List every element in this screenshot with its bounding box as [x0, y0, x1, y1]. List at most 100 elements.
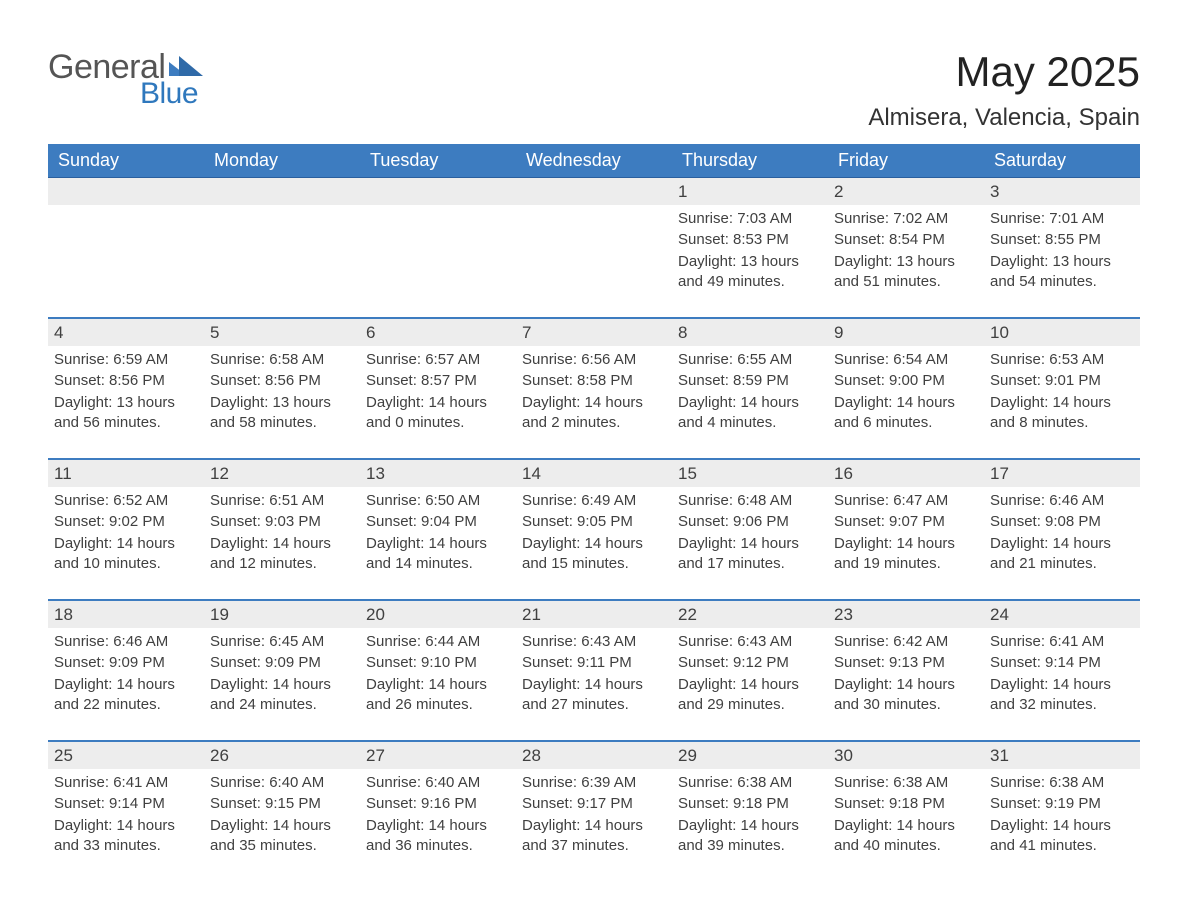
day-number: 18 — [48, 601, 204, 628]
daylight-text: Daylight: 14 hours and 30 minutes. — [834, 675, 978, 716]
sunset-text: Sunset: 9:09 PM — [54, 653, 198, 673]
day-number: 11 — [48, 460, 204, 487]
calendar: Sunday Monday Tuesday Wednesday Thursday… — [48, 144, 1140, 867]
day-cell: 5Sunrise: 6:58 AMSunset: 8:56 PMDaylight… — [204, 319, 360, 444]
sunset-text: Sunset: 9:19 PM — [990, 794, 1134, 814]
sunset-text: Sunset: 8:56 PM — [54, 371, 198, 391]
sunrise-text: Sunrise: 6:56 AM — [522, 350, 666, 370]
sunrise-text: Sunrise: 6:40 AM — [366, 773, 510, 793]
sunrise-text: Sunrise: 6:49 AM — [522, 491, 666, 511]
weekday-header: Sunday — [48, 144, 204, 177]
day-cell — [516, 178, 672, 303]
sunrise-text: Sunrise: 6:43 AM — [522, 632, 666, 652]
sunrise-text: Sunrise: 6:48 AM — [678, 491, 822, 511]
sunset-text: Sunset: 9:01 PM — [990, 371, 1134, 391]
sunrise-text: Sunrise: 6:58 AM — [210, 350, 354, 370]
day-cell: 29Sunrise: 6:38 AMSunset: 9:18 PMDayligh… — [672, 742, 828, 867]
daylight-text: Daylight: 14 hours and 4 minutes. — [678, 393, 822, 434]
sunrise-text: Sunrise: 6:41 AM — [990, 632, 1134, 652]
sunrise-text: Sunrise: 6:46 AM — [990, 491, 1134, 511]
day-number: 31 — [984, 742, 1140, 769]
day-cell: 8Sunrise: 6:55 AMSunset: 8:59 PMDaylight… — [672, 319, 828, 444]
daylight-text: Daylight: 14 hours and 8 minutes. — [990, 393, 1134, 434]
day-cell: 25Sunrise: 6:41 AMSunset: 9:14 PMDayligh… — [48, 742, 204, 867]
day-cell: 3Sunrise: 7:01 AMSunset: 8:55 PMDaylight… — [984, 178, 1140, 303]
day-body: Sunrise: 6:46 AMSunset: 9:08 PMDaylight:… — [990, 491, 1134, 574]
sunrise-text: Sunrise: 6:47 AM — [834, 491, 978, 511]
daylight-text: Daylight: 14 hours and 14 minutes. — [366, 534, 510, 575]
sunrise-text: Sunrise: 6:53 AM — [990, 350, 1134, 370]
daylight-text: Daylight: 14 hours and 32 minutes. — [990, 675, 1134, 716]
sunset-text: Sunset: 9:09 PM — [210, 653, 354, 673]
day-cell: 16 Sunrise: 6:47 AMSunset: 9:07 PMDayligh… — [828, 460, 984, 585]
page-header-row: General Blue May 2025 Almisera, Valencia… — [48, 48, 1140, 132]
logo-word-blue: Blue — [140, 77, 203, 111]
day-number: 4 — [48, 319, 204, 346]
sunset-text: Sunset: 8:58 PM — [522, 371, 666, 391]
daylight-text: Daylight: 13 hours and 54 minutes. — [990, 252, 1134, 293]
day-body: Sunrise: 6:48 AMSunset: 9:06 PMDaylight:… — [678, 491, 822, 574]
day-number: 6 — [360, 319, 516, 346]
sunset-text: Sunset: 9:03 PM — [210, 512, 354, 532]
daylight-text: Daylight: 14 hours and 26 minutes. — [366, 675, 510, 716]
day-body: Sunrise: 6:56 AMSunset: 8:58 PMDaylight:… — [522, 350, 666, 433]
sunset-text: Sunset: 9:16 PM — [366, 794, 510, 814]
daylight-text: Daylight: 14 hours and 39 minutes. — [678, 816, 822, 857]
day-number: 16 — [828, 460, 984, 487]
sunset-text: Sunset: 9:02 PM — [54, 512, 198, 532]
weekday-header: Saturday — [984, 144, 1140, 177]
sunset-text: Sunset: 8:54 PM — [834, 230, 978, 250]
day-number: 25 — [48, 742, 204, 769]
day-number: 17 — [984, 460, 1140, 487]
day-number: 21 — [516, 601, 672, 628]
sunrise-text: Sunrise: 6:38 AM — [990, 773, 1134, 793]
week-row: 11Sunrise: 6:52 AMSunset: 9:02 PMDayligh… — [48, 458, 1140, 585]
daylight-text: Daylight: 14 hours and 0 minutes. — [366, 393, 510, 434]
sunset-text: Sunset: 8:56 PM — [210, 371, 354, 391]
sunset-text: Sunset: 9:17 PM — [522, 794, 666, 814]
week-row: 1Sunrise: 7:03 AMSunset: 8:53 PMDaylight… — [48, 178, 1140, 303]
daylight-text: Daylight: 14 hours and 2 minutes. — [522, 393, 666, 434]
sunrise-text: Sunrise: 6:43 AM — [678, 632, 822, 652]
day-number: 24 — [984, 601, 1140, 628]
sunrise-text: Sunrise: 7:03 AM — [678, 209, 822, 229]
day-body: Sunrise: 6:40 AMSunset: 9:16 PMDaylight:… — [366, 773, 510, 856]
sunset-text: Sunset: 9:13 PM — [834, 653, 978, 673]
sunset-text: Sunset: 8:53 PM — [678, 230, 822, 250]
day-number: 7 — [516, 319, 672, 346]
sunset-text: Sunset: 9:12 PM — [678, 653, 822, 673]
sunset-text: Sunset: 9:11 PM — [522, 653, 666, 673]
day-body: Sunrise: 6:40 AMSunset: 9:15 PMDaylight:… — [210, 773, 354, 856]
day-cell: 21Sunrise: 6:43 AMSunset: 9:11 PMDayligh… — [516, 601, 672, 726]
day-body: Sunrise: 6:41 AMSunset: 9:14 PMDaylight:… — [990, 632, 1134, 715]
day-number: 29 — [672, 742, 828, 769]
sunrise-text: Sunrise: 6:57 AM — [366, 350, 510, 370]
day-body: Sunrise: 6:38 AMSunset: 9:18 PMDaylight:… — [834, 773, 978, 856]
day-cell: 17 Sunrise: 6:46 AMSunset: 9:08 PMDayligh… — [984, 460, 1140, 585]
day-body: Sunrise: 6:39 AMSunset: 9:17 PMDaylight:… — [522, 773, 666, 856]
day-cell: 13Sunrise: 6:50 AMSunset: 9:04 PMDayligh… — [360, 460, 516, 585]
daylight-text: Daylight: 13 hours and 49 minutes. — [678, 252, 822, 293]
sunrise-text: Sunrise: 6:46 AM — [54, 632, 198, 652]
day-body: Sunrise: 6:42 AMSunset: 9:13 PMDaylight:… — [834, 632, 978, 715]
sunset-text: Sunset: 9:06 PM — [678, 512, 822, 532]
day-cell: 12Sunrise: 6:51 AMSunset: 9:03 PMDayligh… — [204, 460, 360, 585]
day-number: 27 — [360, 742, 516, 769]
daylight-text: Daylight: 14 hours and 41 minutes. — [990, 816, 1134, 857]
day-cell: 27 Sunrise: 6:40 AMSunset: 9:16 PMDayligh… — [360, 742, 516, 867]
daylight-text: Daylight: 13 hours and 56 minutes. — [54, 393, 198, 434]
day-body: Sunrise: 6:47 AMSunset: 9:07 PMDaylight:… — [834, 491, 978, 574]
sunset-text: Sunset: 9:04 PM — [366, 512, 510, 532]
day-cell — [360, 178, 516, 303]
day-cell: 14Sunrise: 6:49 AMSunset: 9:05 PMDayligh… — [516, 460, 672, 585]
week-row: 18Sunrise: 6:46 AMSunset: 9:09 PMDayligh… — [48, 599, 1140, 726]
day-body: Sunrise: 6:57 AMSunset: 8:57 PMDaylight:… — [366, 350, 510, 433]
sunset-text: Sunset: 8:55 PM — [990, 230, 1134, 250]
logo: General Blue — [48, 48, 203, 111]
day-cell: 11Sunrise: 6:52 AMSunset: 9:02 PMDayligh… — [48, 460, 204, 585]
sunrise-text: Sunrise: 6:41 AM — [54, 773, 198, 793]
day-number: 15 — [672, 460, 828, 487]
sunrise-text: Sunrise: 6:39 AM — [522, 773, 666, 793]
sunrise-text: Sunrise: 6:59 AM — [54, 350, 198, 370]
sunset-text: Sunset: 9:15 PM — [210, 794, 354, 814]
